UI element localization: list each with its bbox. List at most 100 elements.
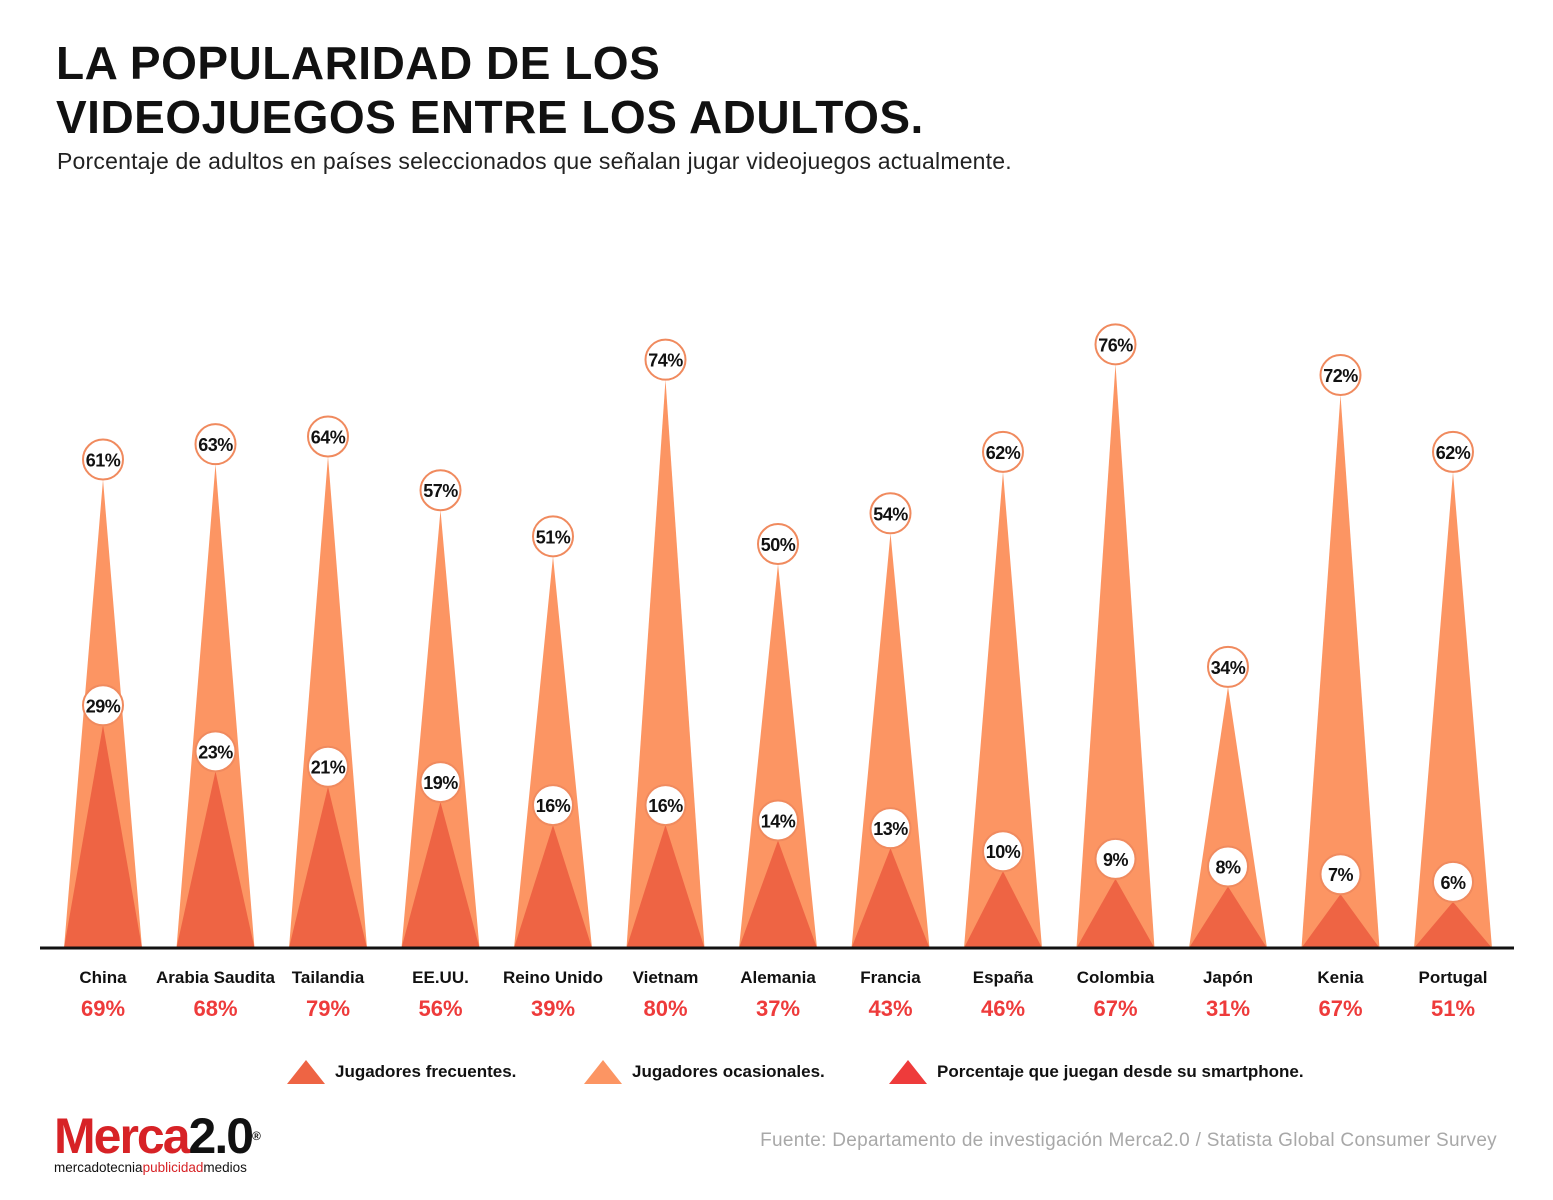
data-label-occasional-5: 74% [648,351,683,371]
data-label-ring-frequent-11 [1319,853,1362,896]
bar-occasional-6 [739,564,817,948]
bar-frequent-1 [176,771,255,948]
merca-logo: Merca2.0® mercadotecniapublicidadmedios [54,1111,261,1175]
bar-occasional-3 [401,510,480,948]
data-label-occasional-9: 76% [1098,335,1133,355]
bar-occasional-7 [851,533,930,948]
data-label-occasional-6: 50% [761,535,796,555]
legend-item-frequent: Jugadores frecuentes. [287,1060,516,1084]
smartphone-label-6: 37% [756,996,800,1021]
bar-frequent-3 [401,802,480,948]
data-label-occasional-3: 57% [423,481,458,501]
logo-wordmark: Merca2.0® [54,1111,261,1161]
legend-swatch-occasional-icon [584,1060,622,1084]
data-label-ring-occasional-3 [419,469,462,512]
data-label-ring-frequent-12 [1432,860,1474,903]
bar-occasional-9 [1076,364,1155,948]
tick-label-1: Arabia Saudita [156,968,276,987]
bar-frequent-8 [964,871,1042,948]
logo-tagline: mercadotecniapublicidadmedios [54,1160,259,1175]
smartphone-label-12: 51% [1431,996,1475,1021]
data-label-ring-frequent-9 [1094,837,1137,880]
smartphone-label-9: 67% [1093,996,1137,1021]
tick-label-3: EE.UU. [412,968,469,987]
data-label-occasional-1: 63% [198,435,233,455]
data-label-ring-occasional-7 [869,492,912,535]
bar-frequent-4 [514,825,592,948]
smartphone-label-0: 69% [81,996,125,1021]
data-label-frequent-2: 21% [311,758,346,778]
data-label-occasional-4: 51% [536,527,571,547]
data-label-occasional-12: 62% [1436,443,1471,463]
data-label-occasional-7: 54% [873,504,908,524]
logo-tag-a: mercadotecnia [54,1160,143,1175]
data-label-ring-occasional-2 [307,415,349,458]
bar-occasional-10 [1189,686,1267,948]
tick-label-5: Vietnam [633,968,699,987]
data-label-frequent-12: 6% [1440,873,1466,893]
data-label-ring-frequent-1 [194,730,237,773]
bar-occasional-11 [1301,395,1380,948]
data-label-ring-occasional-0 [82,438,124,481]
legend-label-smartphone: Porcentaje que juegan desde su smartphon… [937,1062,1304,1081]
bar-frequent-9 [1076,878,1155,948]
data-label-ring-occasional-12 [1432,430,1474,473]
legend-label-occasional: Jugadores ocasionales. [632,1062,825,1081]
data-label-ring-occasional-4 [532,515,574,558]
data-label-frequent-8: 10% [986,842,1021,862]
data-label-ring-frequent-6 [757,799,799,842]
data-label-frequent-4: 16% [536,796,571,816]
data-label-frequent-6: 14% [761,811,796,831]
smartphone-label-11: 67% [1318,996,1362,1021]
bar-occasional-4 [514,556,592,948]
data-label-frequent-11: 7% [1328,865,1354,885]
data-label-ring-frequent-0 [82,684,124,727]
bar-frequent-7 [851,848,930,948]
smartphone-label-3: 56% [418,996,462,1021]
title-line-1: LA POPULARIDAD DE LOS [56,37,661,89]
tick-label-7: Francia [860,968,921,987]
tick-label-6: Alemania [740,968,816,987]
legend: Jugadores frecuentes. Jugadores ocasiona… [0,1060,1553,1094]
data-label-frequent-5: 16% [648,796,683,816]
data-label-occasional-0: 61% [86,451,121,471]
chart-title: LA POPULARIDAD DE LOS VIDEOJUEGOS ENTRE … [56,36,924,144]
legend-swatch-frequent-icon [287,1060,325,1084]
tick-label-2: Tailandia [292,968,365,987]
legend-label-frequent: Jugadores frecuentes. [335,1062,517,1081]
smartphone-label-1: 68% [193,996,237,1021]
data-label-ring-frequent-7 [869,807,912,850]
bar-frequent-11 [1301,894,1380,948]
data-label-frequent-3: 19% [423,773,458,793]
data-label-occasional-2: 64% [311,427,346,447]
data-label-ring-occasional-5 [644,338,687,381]
tick-label-10: Japón [1203,968,1253,987]
bar-occasional-12 [1414,471,1492,948]
logo-tag-c: medios [203,1160,247,1175]
logo-brand-num: 2.0 [188,1108,255,1164]
data-label-frequent-0: 29% [86,696,121,716]
tick-label-9: Colombia [1077,968,1155,987]
chart-subtitle: Porcentaje de adultos en países seleccio… [57,148,1012,174]
bar-frequent-10 [1189,886,1267,948]
legend-item-smartphone: Porcentaje que juegan desde su smartphon… [889,1060,1304,1084]
data-label-ring-occasional-1 [194,423,237,466]
data-label-occasional-10: 34% [1211,658,1246,678]
tick-label-8: España [973,968,1034,987]
data-label-occasional-8: 62% [986,443,1021,463]
smartphone-label-8: 46% [981,996,1025,1021]
data-label-occasional-11: 72% [1323,366,1358,386]
smartphone-label-5: 80% [643,996,687,1021]
logo-brand: Merca [54,1108,191,1164]
data-label-frequent-9: 9% [1103,850,1129,870]
data-label-ring-occasional-9 [1094,323,1137,366]
data-label-ring-frequent-10 [1207,845,1249,888]
data-label-ring-frequent-8 [982,830,1024,873]
data-label-frequent-10: 8% [1215,858,1241,878]
smartphone-label-10: 31% [1206,996,1250,1021]
bar-frequent-0 [64,725,142,948]
data-label-ring-frequent-3 [419,761,462,804]
data-label-ring-frequent-4 [532,784,574,827]
tick-label-11: Kenia [1317,968,1364,987]
bar-occasional-8 [964,471,1042,948]
